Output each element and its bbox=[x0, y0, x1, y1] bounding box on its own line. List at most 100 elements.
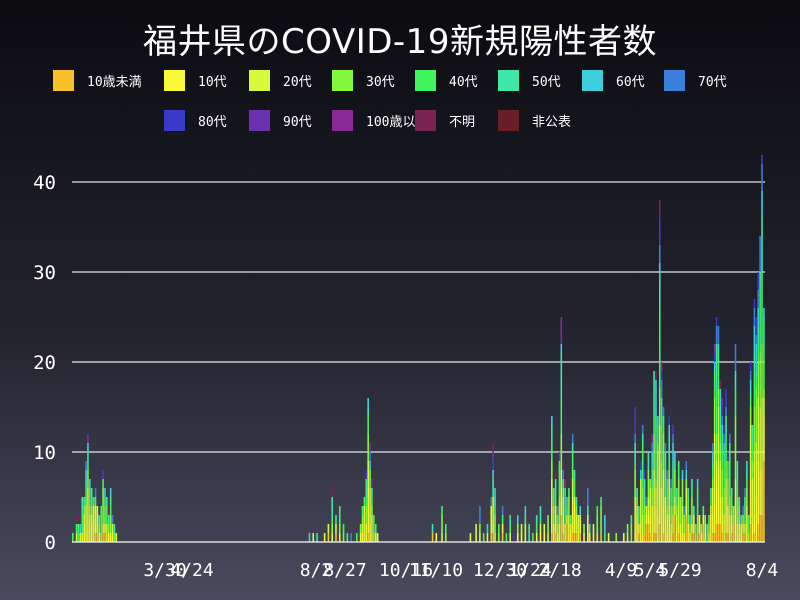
bar-segment bbox=[761, 272, 763, 344]
bar-segment bbox=[715, 434, 718, 461]
bar-segment bbox=[713, 362, 716, 371]
bar-segment bbox=[641, 443, 644, 488]
x-tick-label: 11/10 bbox=[409, 560, 463, 581]
bar-segment bbox=[560, 515, 563, 542]
bar-segment bbox=[579, 515, 582, 524]
bar-segment bbox=[335, 524, 337, 533]
bar-segment bbox=[744, 515, 746, 524]
bar-segment bbox=[87, 443, 89, 452]
bar-segment bbox=[575, 497, 578, 506]
bar-segment bbox=[749, 362, 752, 371]
legend-label: 80代 bbox=[198, 114, 227, 130]
bar-segment bbox=[568, 524, 570, 542]
legend-swatch bbox=[53, 69, 74, 91]
bar-segment bbox=[109, 497, 112, 515]
bar-segment bbox=[520, 533, 523, 542]
bar-segment bbox=[106, 497, 108, 506]
bar-segment bbox=[755, 344, 758, 371]
bar-segment bbox=[717, 389, 720, 407]
bar-segment bbox=[575, 506, 578, 515]
bar-segment bbox=[560, 470, 563, 488]
bar-segment bbox=[361, 524, 364, 533]
bar-segment bbox=[596, 515, 599, 533]
bar-segment bbox=[742, 506, 744, 515]
bar-segment bbox=[564, 506, 566, 524]
bar-segment bbox=[77, 524, 80, 542]
bar-segment bbox=[641, 533, 644, 542]
x-tick-label: 4/9 bbox=[605, 560, 638, 581]
bar-segment bbox=[634, 533, 636, 542]
bar-segment bbox=[640, 524, 642, 542]
bar-segment bbox=[369, 488, 371, 524]
bar-segment bbox=[713, 398, 716, 434]
bar-segment bbox=[676, 515, 678, 533]
bar-segment bbox=[660, 524, 663, 542]
bar-segment bbox=[81, 515, 84, 533]
bar-segment bbox=[727, 452, 729, 461]
bar-segment bbox=[85, 470, 87, 479]
bar-segment bbox=[729, 497, 731, 515]
bar-segment bbox=[445, 533, 447, 542]
bar-segment bbox=[583, 524, 585, 533]
bar-segment bbox=[564, 524, 566, 542]
bar-segment bbox=[653, 416, 655, 434]
bar-segment bbox=[331, 515, 333, 524]
bar-segment bbox=[558, 461, 561, 497]
bar-segment bbox=[350, 533, 352, 542]
bar-segment bbox=[558, 452, 561, 461]
bar-segment bbox=[104, 497, 106, 506]
bar-segment bbox=[753, 515, 756, 533]
y-tick-label: 20 bbox=[33, 352, 56, 374]
legend-label: 不明 bbox=[449, 114, 476, 130]
bar-segment bbox=[687, 497, 689, 515]
bar-segment bbox=[759, 407, 761, 470]
bar-segment bbox=[666, 488, 669, 497]
bar-segment bbox=[693, 515, 695, 524]
bar-segment bbox=[759, 272, 761, 290]
bar-segment bbox=[558, 497, 561, 524]
bar-segment bbox=[431, 533, 434, 542]
bar-segment bbox=[107, 506, 110, 515]
bar-segment bbox=[75, 524, 78, 533]
bar-segment bbox=[658, 389, 661, 425]
bar-segment bbox=[335, 515, 337, 524]
bar-segment bbox=[365, 497, 368, 506]
bar-segment bbox=[630, 515, 633, 524]
bar-segment bbox=[759, 470, 761, 515]
bar-segment bbox=[490, 533, 493, 542]
bar-segment bbox=[342, 533, 345, 542]
bar-segment bbox=[666, 506, 669, 515]
bar-segment bbox=[679, 497, 682, 524]
bar-segment bbox=[579, 533, 582, 542]
bar-segment bbox=[730, 488, 733, 497]
bar-segment bbox=[653, 371, 655, 416]
bar-segment bbox=[715, 326, 718, 344]
bar-segment bbox=[571, 470, 574, 479]
bar-segment bbox=[653, 434, 655, 470]
x-tick-label: 2/18 bbox=[538, 560, 581, 581]
bar-segment bbox=[634, 434, 636, 443]
bar-segment bbox=[492, 524, 494, 533]
bar-segment bbox=[751, 443, 754, 461]
bar-segment bbox=[719, 380, 722, 389]
legend-swatch bbox=[164, 69, 185, 91]
bar-segment bbox=[327, 524, 330, 533]
bar-segment bbox=[674, 470, 676, 497]
bar-segment bbox=[681, 506, 684, 533]
bar-segment bbox=[494, 497, 496, 506]
bar-segment bbox=[551, 416, 553, 425]
bar-segment bbox=[539, 533, 542, 542]
bar-segment bbox=[363, 506, 366, 542]
bar-segment bbox=[441, 533, 443, 542]
legend-item: 100歳以上 bbox=[332, 109, 428, 131]
bar-segment bbox=[715, 389, 718, 434]
bar-segment bbox=[87, 461, 89, 470]
bar-segment bbox=[757, 461, 760, 524]
bar-segment bbox=[651, 452, 653, 470]
bar-segment bbox=[668, 470, 671, 479]
bar-segment bbox=[566, 515, 568, 524]
bar-segment bbox=[492, 461, 494, 470]
bar-segment bbox=[104, 488, 106, 497]
bar-segment bbox=[725, 497, 727, 533]
bar-segment bbox=[647, 497, 650, 515]
